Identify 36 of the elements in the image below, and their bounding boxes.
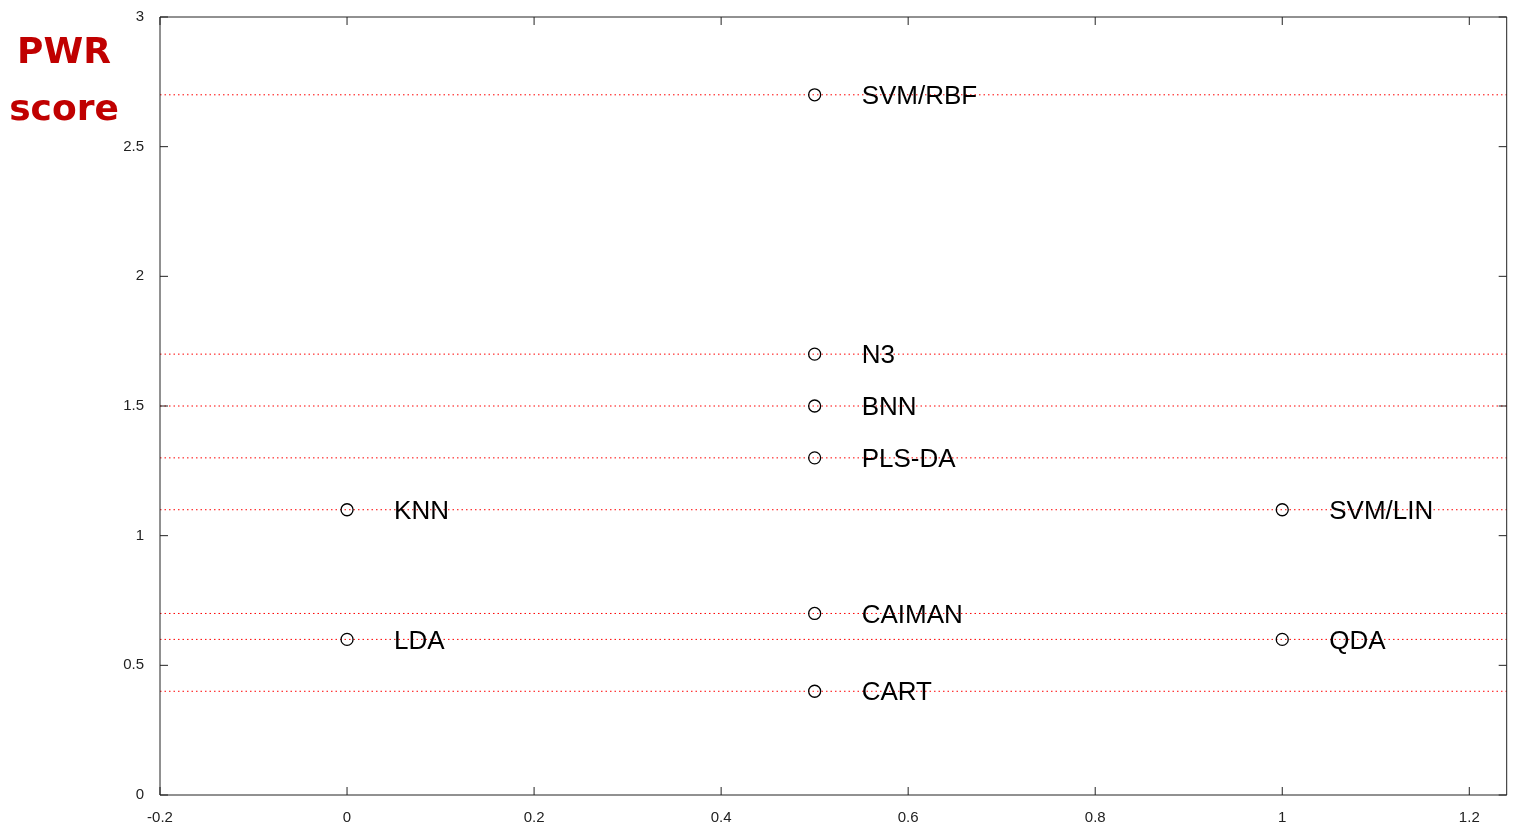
x-tick-label: 1 xyxy=(1278,808,1287,826)
point xyxy=(1275,503,1289,517)
y-tick-label: 1 xyxy=(135,525,144,543)
annotation: N3 xyxy=(861,339,895,370)
y-tick-label: 0.5 xyxy=(123,655,144,673)
y-axis-title: PWR score xyxy=(8,29,120,130)
x-tick-label: -0.2 xyxy=(147,808,173,826)
point xyxy=(340,632,354,647)
point xyxy=(808,606,822,621)
y-tick-label: 0 xyxy=(135,785,144,803)
x-tick-label: 0 xyxy=(342,808,352,826)
x-tick-label: 1.2 xyxy=(1458,808,1480,826)
point xyxy=(340,503,354,517)
annotation: LDA xyxy=(394,624,446,655)
annotation: KNN xyxy=(394,494,449,525)
annotation: SVM/RBF xyxy=(861,79,978,110)
point xyxy=(1275,632,1289,647)
annotation: BNN xyxy=(861,391,917,422)
point xyxy=(808,684,822,698)
point xyxy=(808,399,822,413)
point xyxy=(808,347,822,361)
y-tick-label: 2.5 xyxy=(123,136,144,154)
annotation: CART xyxy=(861,676,933,707)
annotation: QDA xyxy=(1329,624,1387,655)
y-tick-label: 2 xyxy=(135,266,144,284)
x-tick-label: 0.8 xyxy=(1084,808,1106,826)
y-tick-label: 3 xyxy=(135,7,144,25)
point xyxy=(808,451,822,465)
x-tick-label: 0.4 xyxy=(710,808,732,826)
annotation: SVM/LIN xyxy=(1329,494,1434,525)
point xyxy=(808,88,822,102)
x-tick-label: 0.2 xyxy=(523,808,545,826)
annotation: PLS-DA xyxy=(861,443,957,474)
x-tick-label: 0.6 xyxy=(897,808,919,826)
y-tick-label: 1.5 xyxy=(123,396,144,414)
annotation: CAIMAN xyxy=(861,598,963,629)
